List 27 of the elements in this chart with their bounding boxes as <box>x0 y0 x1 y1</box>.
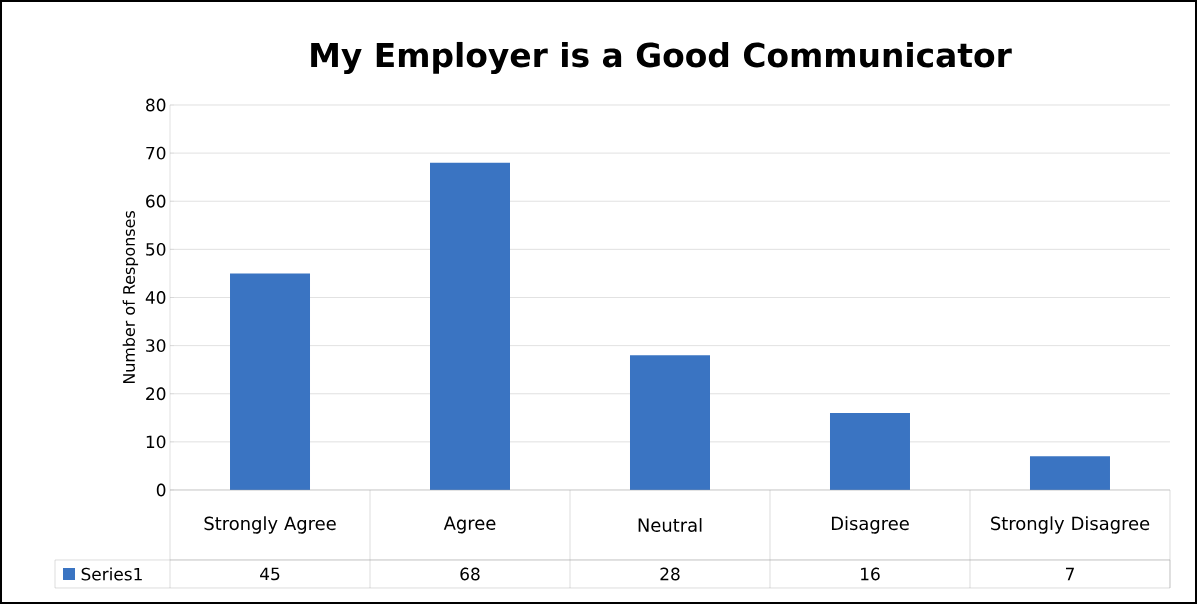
bar <box>230 273 311 490</box>
y-tick-label: 60 <box>146 194 166 208</box>
data-label: 45 <box>260 567 280 581</box>
y-tick-label: 20 <box>146 387 166 401</box>
x-tick-label: Disagree <box>831 516 909 534</box>
x-tick-label: Strongly Disagree <box>991 516 1150 534</box>
y-tick-label: 40 <box>145 291 166 304</box>
bar <box>630 355 710 490</box>
x-tick-label: Neutral <box>638 518 702 532</box>
bar <box>430 162 510 490</box>
x-tick-label: Strongly Agree <box>204 516 336 534</box>
chart-title: My Employer is a Good Communicator <box>311 41 1012 75</box>
data-label: 7 <box>1065 567 1074 581</box>
y-tick-label: 0 <box>156 483 166 497</box>
y-tick-label: 70 <box>146 146 166 160</box>
y-tick-label: 30 <box>146 339 166 353</box>
bar <box>830 412 910 490</box>
y-axis-title: Number of Responses <box>122 211 139 384</box>
data-label: 68 <box>460 567 480 581</box>
x-tick-label: Agree <box>443 516 496 534</box>
y-tick-label: 50 <box>146 242 166 256</box>
y-tick-label: 10 <box>146 435 166 449</box>
data-label: 28 <box>660 567 680 581</box>
y-tick-label: 80 <box>146 98 166 112</box>
data-label: 16 <box>861 567 880 581</box>
legend-label: Series1 <box>81 567 142 581</box>
bar <box>1029 456 1110 490</box>
